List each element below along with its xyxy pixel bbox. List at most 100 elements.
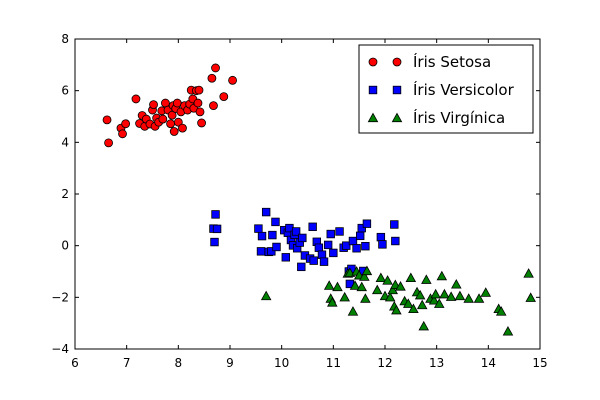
data-point-triangle [387, 284, 399, 295]
data-point-square [348, 236, 358, 246]
y-tick-label: 8 [61, 32, 69, 46]
data-point-triangle [445, 291, 457, 301]
legend-marker-square [368, 85, 378, 95]
data-point-triangle [525, 292, 536, 302]
data-point-square [291, 227, 301, 236]
legend-marker-triangle [367, 112, 379, 123]
data-point-triangle [436, 270, 448, 281]
legend-box [358, 44, 534, 134]
data-point-square [355, 231, 365, 241]
data-point-square [329, 248, 338, 258]
y-tick-label: 0 [61, 239, 69, 253]
data-point-square [210, 237, 219, 247]
y-tick-label: 6 [61, 84, 69, 98]
data-point-square [309, 256, 318, 265]
data-point-triangle [523, 268, 534, 278]
data-point-square [257, 231, 267, 241]
data-point-square [254, 224, 263, 233]
data-point-circle [173, 117, 183, 127]
x-tick-label: 6 [71, 356, 79, 370]
series-triangle [260, 265, 536, 336]
legend-marker-circle [368, 57, 378, 67]
data-point-circle [195, 107, 205, 117]
legend-label: Íris Setosa [413, 52, 491, 71]
x-tick-label: 8 [175, 356, 183, 370]
y-tick-label: 2 [61, 187, 69, 201]
data-point-triangle [327, 297, 338, 307]
data-point-circle [207, 73, 217, 83]
data-point-circle [209, 101, 218, 111]
data-point-triangle [360, 293, 371, 303]
data-point-triangle [382, 275, 393, 285]
data-point-square [361, 241, 370, 251]
data-point-circle [149, 100, 158, 110]
data-point-square [297, 262, 306, 272]
data-point-triangle [375, 272, 387, 283]
data-point-square [391, 236, 400, 246]
series-square [209, 207, 400, 289]
y-tick-label: 4 [61, 135, 69, 149]
y-tick-label: −4 [51, 342, 69, 356]
data-point-circle [193, 98, 203, 108]
data-point-square [268, 230, 277, 240]
axis-ticks: 6 7 8 9 10 11 12 13 14 15 −4 −2 0 2 4 6 8 [51, 32, 547, 370]
data-point-square [376, 232, 386, 242]
data-point-triangle [418, 320, 430, 331]
data-point-circle [219, 92, 229, 102]
data-point-triangle [384, 291, 396, 302]
data-point-square [378, 240, 387, 249]
data-point-circle [197, 118, 206, 128]
data-point-circle [102, 115, 112, 125]
data-point-triangle [451, 278, 462, 289]
markers-layer [102, 63, 536, 336]
legend: Íris Setosa Íris Versicolor Íris Virgínica [358, 44, 534, 134]
data-point-circle [228, 75, 237, 85]
data-point-square [272, 242, 281, 252]
data-point-triangle [359, 271, 370, 281]
data-point-square [317, 250, 327, 259]
data-point-triangle [421, 274, 432, 284]
data-point-square [390, 220, 399, 229]
legend-marker-square [392, 85, 402, 95]
data-point-triangle [356, 281, 368, 292]
legend-marker-triangle [391, 112, 403, 123]
data-point-square [271, 217, 280, 227]
data-point-circle [172, 98, 182, 108]
x-tick-label: 12 [377, 356, 392, 370]
data-point-triangle [480, 287, 492, 297]
data-point-triangle [473, 293, 485, 303]
data-point-square [319, 257, 329, 266]
data-point-square [326, 229, 335, 239]
data-point-square [308, 222, 317, 232]
data-point-triangle [405, 272, 417, 283]
data-point-triangle [260, 290, 272, 301]
data-point-circle [131, 94, 141, 104]
data-point-circle [211, 63, 220, 73]
data-point-square [256, 247, 266, 256]
data-point-circle [118, 129, 127, 139]
data-point-circle [104, 138, 113, 148]
data-point-triangle [339, 291, 350, 302]
legend-label: Íris Virgínica [413, 108, 505, 127]
series-circle [102, 63, 237, 148]
data-point-circle [121, 119, 131, 129]
data-point-square [261, 207, 271, 217]
data-point-triangle [323, 280, 335, 290]
data-point-circle [194, 85, 204, 95]
data-point-circle [166, 119, 175, 129]
data-point-triangle [428, 295, 440, 305]
data-point-triangle [391, 304, 402, 315]
data-point-square [323, 240, 333, 250]
data-point-triangle [495, 306, 507, 316]
data-point-square [281, 253, 290, 262]
data-point-circle [167, 110, 177, 120]
data-point-square [267, 247, 276, 256]
data-point-triangle [439, 288, 450, 299]
data-point-square [211, 210, 220, 219]
data-point-square [352, 244, 361, 253]
x-tick-label: 15 [532, 356, 547, 370]
legend-label: Íris Versicolor [413, 80, 515, 99]
data-point-square [342, 241, 351, 250]
data-point-triangle [395, 281, 406, 291]
